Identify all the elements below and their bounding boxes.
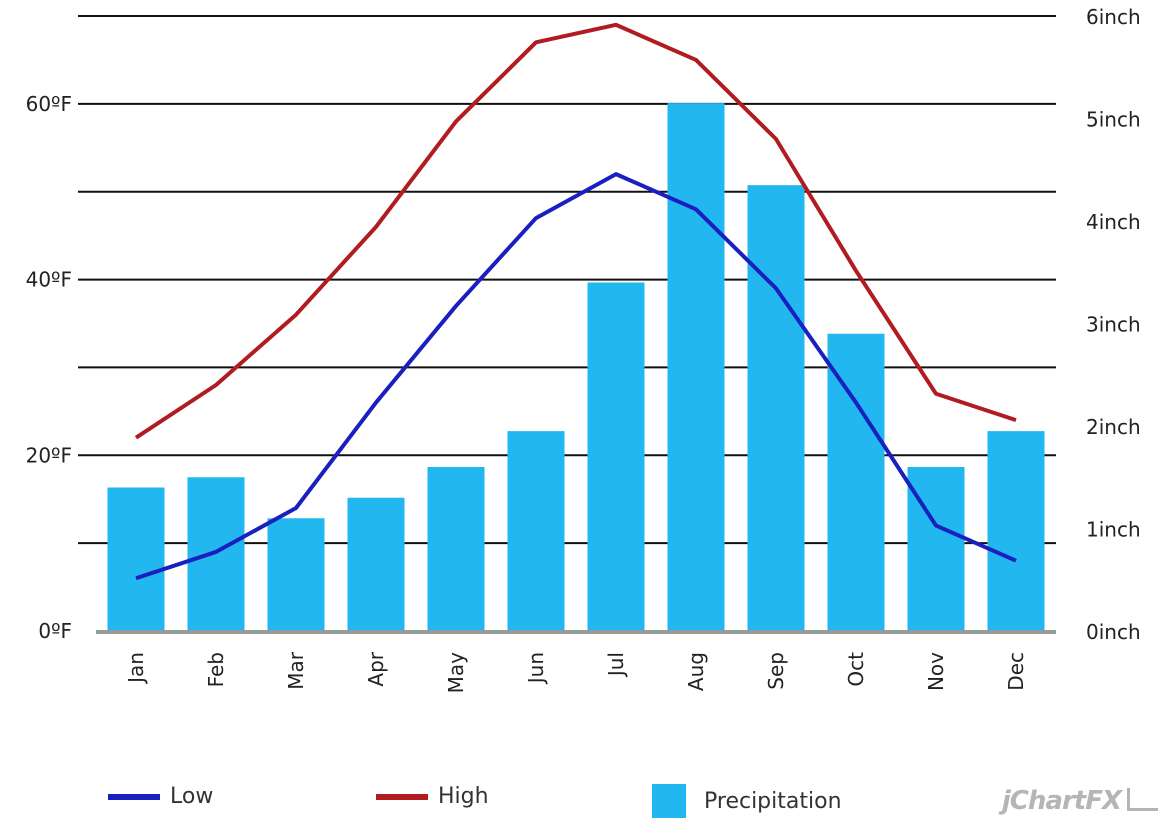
- bar-apr: [347, 497, 405, 631]
- category-label-feb: Feb: [204, 652, 228, 687]
- left-tick-label: 0ºF: [38, 619, 72, 643]
- category-label-nov: Nov: [924, 652, 948, 691]
- right-tick-label: 0inch: [1086, 620, 1141, 644]
- category-label-sep: Sep: [764, 652, 788, 690]
- category-label-may: May: [444, 652, 468, 694]
- category-label-aug: Aug: [684, 652, 708, 691]
- left-axis-ticks: 0ºF 20ºF 40ºF 60ºF: [26, 92, 72, 643]
- precipitation-bars: [107, 103, 1045, 631]
- legend-precipitation-label: Precipitation: [704, 788, 842, 814]
- right-axis-ticks: 0inch 1inch 2inch 3inch 4inch 5inch 6inch: [1086, 5, 1141, 644]
- bar-jun: [507, 431, 565, 631]
- category-label-mar: Mar: [284, 651, 308, 690]
- right-tick-label: 2inch: [1086, 415, 1141, 439]
- legend-high-label: High: [438, 784, 489, 809]
- temperature-lines: [134, 22, 1017, 581]
- bar-aug: [667, 103, 725, 631]
- logo-chart-icon: [1127, 788, 1158, 811]
- right-tick-label: 5inch: [1086, 108, 1141, 132]
- legend-precipitation-swatch: [652, 784, 686, 818]
- jchartfx-logo: jChartFX: [1002, 786, 1158, 816]
- legend-low-label: Low: [170, 784, 214, 809]
- bar-oct: [827, 333, 885, 631]
- left-tick-label: 20ºF: [26, 443, 72, 467]
- left-tick-label: 60ºF: [26, 92, 72, 116]
- legend-high-swatch: [376, 793, 428, 800]
- bar-mar: [267, 518, 325, 631]
- right-tick-label: 4inch: [1086, 210, 1141, 234]
- category-label-jul: Jul: [604, 652, 628, 678]
- right-tick-label: 6inch: [1086, 5, 1141, 29]
- right-tick-label: 1inch: [1086, 518, 1141, 542]
- legend-low: Low: [108, 784, 213, 809]
- bar-jul: [587, 282, 645, 631]
- right-tick-label: 3inch: [1086, 313, 1141, 337]
- legend-precipitation: Precipitation: [652, 784, 842, 818]
- line-high: [134, 22, 1017, 440]
- category-label-jun: Jun: [524, 652, 548, 685]
- bar-feb: [187, 477, 245, 631]
- legend-low-swatch: [108, 793, 160, 800]
- bar-sep: [747, 185, 805, 631]
- legend-high: High: [376, 784, 489, 809]
- left-tick-label: 40ºF: [26, 268, 72, 292]
- category-label-oct: Oct: [844, 652, 868, 687]
- category-label-jan: Jan: [124, 652, 148, 685]
- bar-dec: [987, 431, 1045, 631]
- line-low: [135, 172, 1017, 581]
- category-label-dec: Dec: [1004, 652, 1028, 691]
- category-labels: Jan Feb Mar Apr May Jun Jul Aug Sep Oct Nov Dec: [124, 651, 1028, 693]
- bar-may: [427, 467, 485, 631]
- chart: 0ºF 20ºF 40ºF 60ºF 0inch 1inch 2inch 3inch 4inc…: [26, 5, 1141, 693]
- bar-jan: [107, 487, 165, 631]
- category-label-apr: Apr: [364, 651, 388, 686]
- gridlines: [78, 15, 1056, 545]
